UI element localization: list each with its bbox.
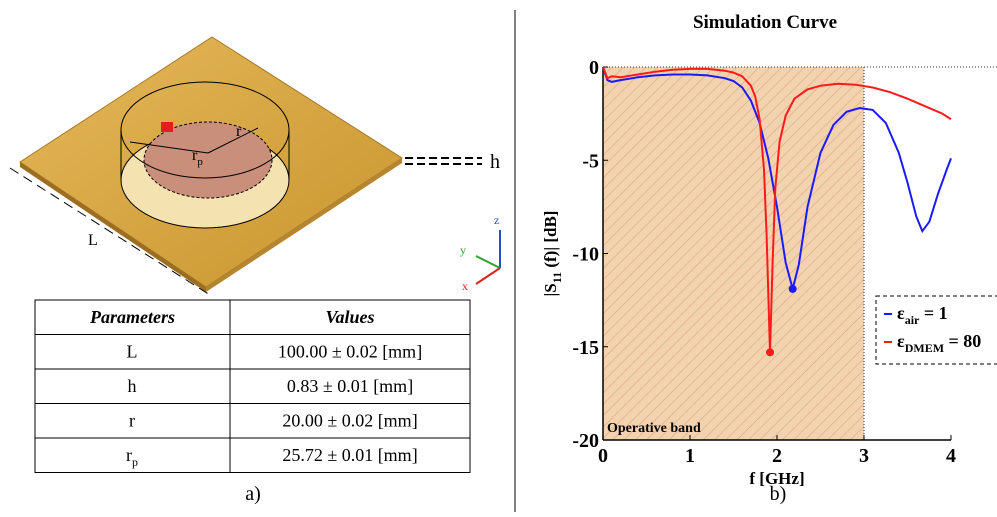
table-cell: 0.83 ± 0.01 [mm] — [287, 376, 413, 396]
table-header: Parameters — [89, 307, 175, 327]
label-part: |S — [541, 283, 560, 296]
table-header: Values — [325, 307, 374, 327]
x-tick-label: 2 — [772, 445, 782, 467]
minimum-marker — [766, 348, 774, 356]
chart: Simulation Curve Operative band 0 1 2 3 4 0 -5 -1… — [541, 12, 997, 488]
figure: r rp L h z y x ParametersValuesL100.00 ±… — [0, 0, 997, 512]
y-tick-label: 0 — [589, 57, 599, 79]
y-tick-label: -10 — [572, 244, 599, 266]
axis-x — [476, 268, 500, 284]
r-label: r — [236, 123, 242, 140]
label-part: (f)| [dB] — [541, 211, 560, 272]
chart-title: Simulation Curve — [693, 12, 837, 33]
label: rp — [126, 445, 138, 469]
table-cell: 100.00 ± 0.02 [mm] — [278, 342, 422, 362]
band-hatch — [603, 67, 864, 440]
x-tick-label: 4 — [946, 445, 956, 467]
x-axis-title: f [GHz] — [749, 469, 804, 488]
z-label: z — [494, 213, 499, 227]
band-label: Operative band — [607, 421, 701, 436]
label-part: r — [129, 411, 135, 431]
y-tick-label: -15 — [572, 337, 599, 359]
y-tick-label: -20 — [572, 430, 599, 452]
y-label: y — [460, 243, 466, 257]
antenna-diagram: r rp L h z y x — [10, 37, 500, 295]
L-label: L — [88, 232, 98, 249]
x-tick-label: 3 — [859, 445, 869, 467]
axis-y — [476, 256, 500, 268]
table-cell: 20.00 ± 0.02 [mm] — [282, 411, 417, 431]
label-part: L — [127, 342, 138, 362]
label: |S11 (f)| [dB] — [541, 211, 564, 297]
table-cell: 25.72 ± 0.01 [mm] — [282, 445, 417, 465]
label-part: h — [128, 376, 137, 396]
feed — [161, 122, 173, 132]
x-tick-label: 1 — [685, 445, 695, 467]
label-part: air — [905, 313, 920, 327]
y-tick-label: -5 — [582, 150, 599, 172]
parameter-table: Parameters Values L 100.00 ± 0.02 [mm] h 0.83… — [35, 300, 470, 473]
x-label: x — [462, 279, 468, 293]
label-part: = 1 — [919, 303, 947, 323]
subscript: p — [197, 156, 203, 168]
label-part: = 80 — [944, 331, 981, 351]
label-part: DMEM — [905, 341, 944, 355]
x-tick-label: 0 — [598, 445, 608, 467]
label-part: p — [132, 455, 138, 469]
h-label: h — [490, 151, 500, 173]
label-part: 11 — [550, 272, 564, 283]
caption: a) — [245, 483, 261, 505]
label: h — [128, 376, 137, 396]
patch — [144, 122, 272, 198]
label: r — [129, 411, 135, 431]
minimum-marker — [789, 285, 797, 293]
label: L — [127, 342, 138, 362]
